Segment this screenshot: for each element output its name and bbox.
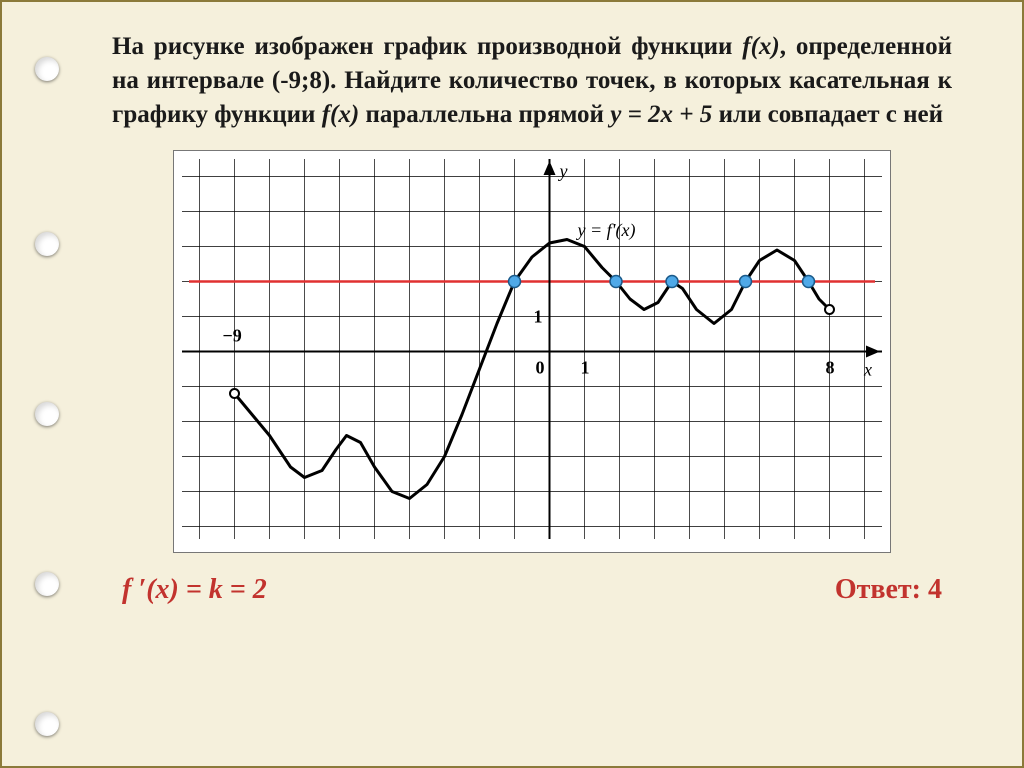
hole [35, 402, 59, 426]
svg-text:1: 1 [534, 307, 543, 327]
answer-number: 4 [928, 574, 942, 605]
derivative-chart: 0 1 1 −9 8 x y y = f'(x) [182, 159, 882, 539]
hole [35, 232, 59, 256]
svg-text:−9: −9 [223, 326, 242, 346]
fx-symbol: f(x) [742, 33, 779, 60]
text-part: или совпадает с ней [712, 101, 943, 128]
fx-symbol: f(x) [322, 101, 359, 128]
problem-text: На рисунке изображен график производной … [112, 30, 952, 131]
derivative-equals-k: f ′(x) = k = 2 [122, 574, 267, 606]
svg-text:8: 8 [826, 358, 835, 378]
svg-text:y = f'(x): y = f'(x) [576, 220, 636, 241]
svg-text:1: 1 [581, 358, 590, 378]
answer-label: Ответ: [835, 574, 928, 605]
hole [35, 712, 59, 736]
svg-text:y: y [558, 161, 568, 181]
hole [35, 57, 59, 81]
svg-text:0: 0 [536, 358, 545, 378]
notebook-holes [27, 2, 67, 766]
chart-frame: 0 1 1 −9 8 x y y = f'(x) [174, 151, 890, 552]
slide: На рисунке изображен график производной … [0, 0, 1024, 768]
text-part: параллельна прямой [359, 101, 610, 128]
answer-row: f ′(x) = k = 2 Ответ: 4 [112, 574, 952, 606]
text-part: На рисунке изображен график производной … [112, 33, 742, 60]
hole [35, 572, 59, 596]
chart-container: 0 1 1 −9 8 x y y = f'(x) [112, 151, 952, 552]
answer-value: Ответ: 4 [835, 574, 942, 606]
svg-text:x: x [863, 360, 872, 380]
equation: y = 2x + 5 [610, 101, 712, 128]
